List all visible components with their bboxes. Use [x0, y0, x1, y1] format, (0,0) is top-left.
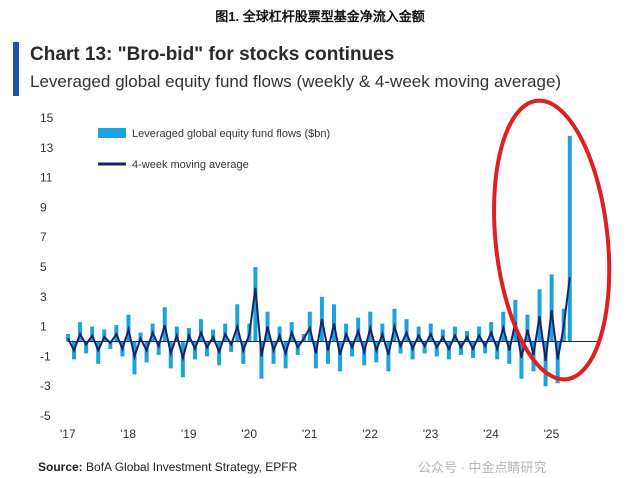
weekly-flow-bar	[543, 341, 548, 387]
source-text: BofA Global Investment Strategy, EPFR	[82, 460, 298, 474]
moving-average-line	[67, 277, 571, 362]
y-tick-label: 9	[40, 200, 47, 214]
weekly-flow-bar	[338, 341, 343, 372]
y-tick-label: 5	[40, 260, 47, 274]
figure-title: 图1. 全球杠杆股票型基金净流入金额	[215, 9, 425, 24]
weekly-flow-bar	[332, 304, 336, 342]
source-label: Source:	[38, 460, 83, 474]
weekly-flow-bar	[386, 341, 391, 372]
weekly-flow-bar	[108, 341, 113, 349]
legend-swatch-weekly	[98, 128, 126, 138]
weekly-flow-bar	[66, 334, 70, 342]
legend-label-moving-average: 4-week moving average	[132, 159, 249, 171]
x-tick-label: '25	[544, 427, 560, 441]
weekly-flow-bar	[507, 341, 512, 364]
y-tick-label: 15	[40, 111, 54, 125]
y-tick-label: -1	[40, 349, 51, 363]
weekly-flow-bar	[513, 299, 518, 342]
chart-subtitle: Leveraged global equity fund flows (week…	[30, 72, 562, 91]
x-tick-label: '18	[120, 427, 136, 441]
x-tick-label: '17	[60, 427, 76, 441]
highlight-ellipse	[492, 98, 612, 382]
weekly-flow-bar	[162, 307, 167, 342]
legend-label-weekly: Leveraged global equity fund flows ($bn)	[132, 128, 330, 140]
y-tick-label: -3	[40, 379, 51, 393]
x-tick-label: '22	[362, 427, 378, 441]
y-tick-label: 1	[40, 320, 47, 334]
y-tick-label: 3	[40, 290, 47, 304]
y-tick-label: -5	[40, 409, 51, 423]
x-tick-label: '21	[302, 427, 318, 441]
weekly-flow-bar	[531, 341, 536, 372]
weekly-flow-bar	[78, 322, 83, 342]
title-accent-bar	[13, 42, 19, 96]
weekly-flow-bar	[567, 135, 572, 342]
weekly-flow-bar	[525, 314, 530, 342]
x-tick-label: '20	[241, 427, 257, 441]
y-tick-label: 11	[40, 171, 53, 185]
weekly-flow-bar	[259, 341, 264, 379]
weekly-flow-bar	[549, 274, 554, 342]
weekly-flow-bar	[235, 304, 240, 342]
weekly-flow-bar	[253, 267, 258, 342]
chart-title: Chart 13: "Bro-bid" for stocks continues	[30, 44, 395, 65]
source-note: Source: BofA Global Investment Strategy,…	[38, 460, 297, 474]
y-tick-label: 13	[40, 141, 54, 155]
weekly-flow-bar	[519, 341, 524, 379]
x-tick-label: '19	[181, 427, 197, 441]
weekly-flow-bar	[555, 341, 560, 384]
weekly-flow-bar	[84, 341, 89, 354]
x-tick-label: '23	[423, 427, 439, 441]
weekly-flow-bar	[325, 341, 330, 364]
weekly-flow-bar	[313, 341, 318, 369]
weekly-flow-bar	[229, 341, 234, 352]
y-tick-label: 7	[40, 230, 47, 244]
weekly-flow-bar	[537, 289, 542, 342]
x-tick-label: '24	[483, 427, 499, 441]
watermark: 公众号 · 中金点睛研究	[418, 460, 547, 475]
weekly-flow-bar	[102, 329, 107, 342]
